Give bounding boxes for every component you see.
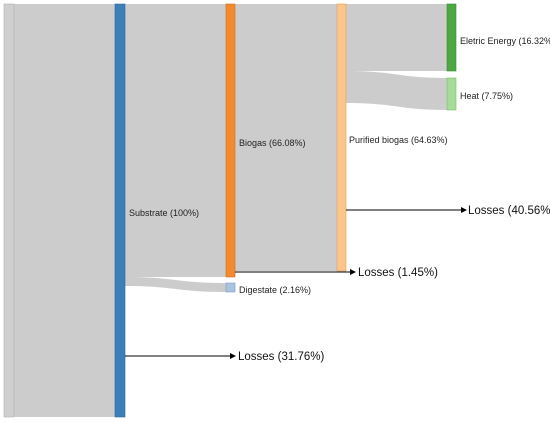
node-purified-biogas [336,3,347,272]
node-biogas [225,3,236,278]
node-input [3,3,15,418]
flow-substrate-to-biogas [125,4,226,277]
labels-layer: Substrate (100%) Biogas (66.08%) Digesta… [129,36,550,363]
loss-arrows [125,207,467,359]
flow-purified-biogas-to-electric-energy [346,4,447,71]
flow-substrate-to-digestate [125,277,226,292]
label-biogas: Biogas (66.08%) [239,138,306,148]
label-losses-purified-biogas: Losses (40.56%) [468,205,550,217]
flow-input-to-substrate [14,4,115,417]
label-heat: Heat (7.75%) [460,91,513,101]
label-losses-biogas: Losses (1.45%) [358,267,438,279]
label-electric-energy: Eletric Energy (16.32%) [460,36,550,46]
links-layer [14,4,447,417]
label-substrate: Substrate (100%) [129,208,199,218]
nodes-layer [3,3,457,418]
flow-biogas-to-purified-biogas [235,4,337,271]
node-electric-energy [446,3,457,72]
node-digestate [225,282,236,293]
node-heat [446,77,457,111]
node-substrate [114,3,126,418]
label-digestate: Digestate (2.16%) [239,285,311,295]
flow-purified-biogas-to-heat [346,71,447,110]
label-losses-substrate: Losses (31.76%) [238,351,324,363]
label-purified-biogas: Purified biogas (64.63%) [349,135,448,145]
